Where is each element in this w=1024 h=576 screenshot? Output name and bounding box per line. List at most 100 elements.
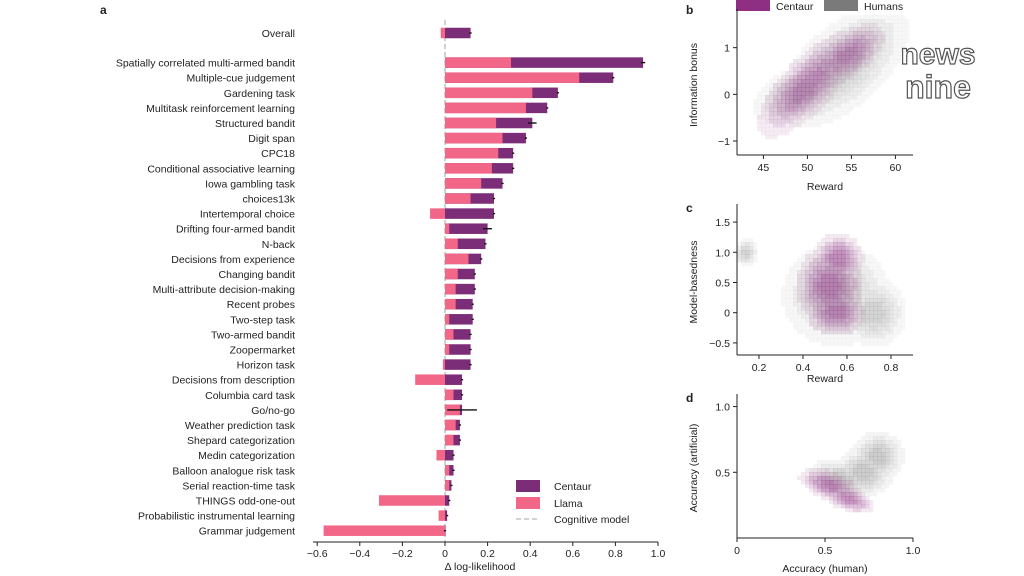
centaur-density-cell	[845, 31, 850, 36]
humans-density-cell	[781, 95, 786, 100]
centaur-density-cell	[841, 488, 846, 493]
centaur-density-cell	[797, 274, 802, 279]
humans-density-cell	[861, 282, 866, 287]
humans-density-cell	[865, 302, 870, 307]
centaur-density-cell	[825, 95, 830, 100]
centaur-density-cell	[805, 87, 810, 92]
centaur-density-cell	[781, 83, 786, 88]
humans-density-cell	[813, 51, 818, 56]
centaur-density-cell	[853, 322, 858, 327]
humans-density-cell	[849, 79, 854, 84]
humans-density-cell	[849, 246, 854, 251]
centaur-density-cell	[857, 270, 862, 275]
humans-density-cell	[797, 111, 802, 116]
centaur-density-cell	[833, 246, 838, 251]
humans-density-cell	[893, 15, 898, 20]
centaur-density-cell	[829, 242, 834, 247]
humans-density-cell	[873, 278, 878, 283]
humans-density-cell	[897, 59, 902, 64]
centaur-density-cell	[765, 119, 770, 124]
humans-density-cell	[809, 95, 814, 100]
humans-density-cell	[813, 123, 818, 128]
humans-density-cell	[741, 262, 746, 267]
humans-density-cell	[777, 103, 782, 108]
humans-density-cell	[889, 55, 894, 60]
humans-density-cell	[833, 71, 838, 76]
centaur-density-cell	[877, 47, 882, 52]
humans-density-cell	[845, 63, 850, 68]
centaur-density-cell	[833, 59, 838, 64]
centaur-density-cell	[857, 504, 862, 509]
centaur-density-cell	[825, 71, 830, 76]
centaur-density-cell	[833, 476, 838, 481]
centaur-density-cell	[833, 43, 838, 48]
centaur-density-cell	[817, 51, 822, 56]
humans-density-cell	[817, 83, 822, 88]
humans-density-cell	[901, 460, 906, 465]
centaur-density-cell	[785, 115, 790, 120]
category-label: Decisions from experience	[171, 254, 295, 266]
centaur-density-cell	[813, 43, 818, 48]
humans-density-cell	[857, 43, 862, 48]
humans-density-cell	[849, 342, 854, 347]
centaur-density-cell	[869, 39, 874, 44]
humans-density-cell	[885, 464, 890, 469]
centaur-density-cell	[809, 87, 814, 92]
humans-density-cell	[825, 51, 830, 56]
centaur-density-cell	[853, 238, 858, 243]
humans-density-cell	[753, 111, 758, 116]
humans-density-cell	[809, 83, 814, 88]
centaur-density-cell	[825, 67, 830, 72]
centaur-density-cell	[837, 500, 842, 505]
centaur-density-cell	[849, 254, 854, 259]
humans-density-cell	[825, 59, 830, 64]
centaur-density-cell	[825, 79, 830, 84]
humans-density-cell	[893, 326, 898, 331]
humans-density-cell	[825, 67, 830, 72]
humans-density-cell	[877, 19, 882, 24]
humans-density-cell	[773, 95, 778, 100]
humans-density-cell	[805, 99, 810, 104]
centaur-density-cell	[821, 43, 826, 48]
centaur-density-cell	[841, 476, 846, 481]
humans-density-cell	[781, 290, 786, 295]
humans-density-cell	[889, 15, 894, 20]
humans-density-cell	[841, 480, 846, 485]
humans-density-cell	[845, 298, 850, 303]
humans-density-cell	[873, 472, 878, 477]
humans-density-cell	[801, 75, 806, 80]
humans-density-cell	[837, 334, 842, 339]
humans-density-cell	[869, 484, 874, 489]
centaur-density-cell	[781, 131, 786, 136]
centaur-density-cell	[825, 306, 830, 311]
centaur-density-cell	[801, 290, 806, 295]
humans-density-cell	[841, 460, 846, 465]
humans-density-cell	[817, 476, 822, 481]
humans-density-cell	[829, 492, 834, 497]
centaur-density-cell	[817, 270, 822, 275]
humans-density-cell	[869, 19, 874, 24]
humans-density-cell	[881, 488, 886, 493]
humans-density-cell	[817, 254, 822, 259]
centaur-density-cell	[853, 290, 858, 295]
humans-density-cell	[881, 310, 886, 315]
centaur-density-cell	[857, 55, 862, 60]
centaur-density-cell	[789, 79, 794, 84]
humans-density-cell	[861, 59, 866, 64]
humans-density-cell	[841, 338, 846, 343]
humans-density-cell	[769, 119, 774, 124]
centaur-density-cell	[829, 254, 834, 259]
humans-density-cell	[885, 63, 890, 68]
humans-density-cell	[877, 294, 882, 299]
humans-density-cell	[749, 242, 754, 247]
humans-density-cell	[817, 39, 822, 44]
humans-density-cell	[901, 306, 906, 311]
humans-density-cell	[829, 107, 834, 112]
y-axis-label-b: Information bonus	[688, 43, 700, 127]
centaur-density-cell	[817, 55, 822, 60]
humans-density-cell	[881, 452, 886, 457]
centaur-density-cell	[841, 47, 846, 52]
centaur-density-cell	[773, 123, 778, 128]
centaur-density-cell	[769, 123, 774, 128]
humans-density-cell	[889, 314, 894, 319]
